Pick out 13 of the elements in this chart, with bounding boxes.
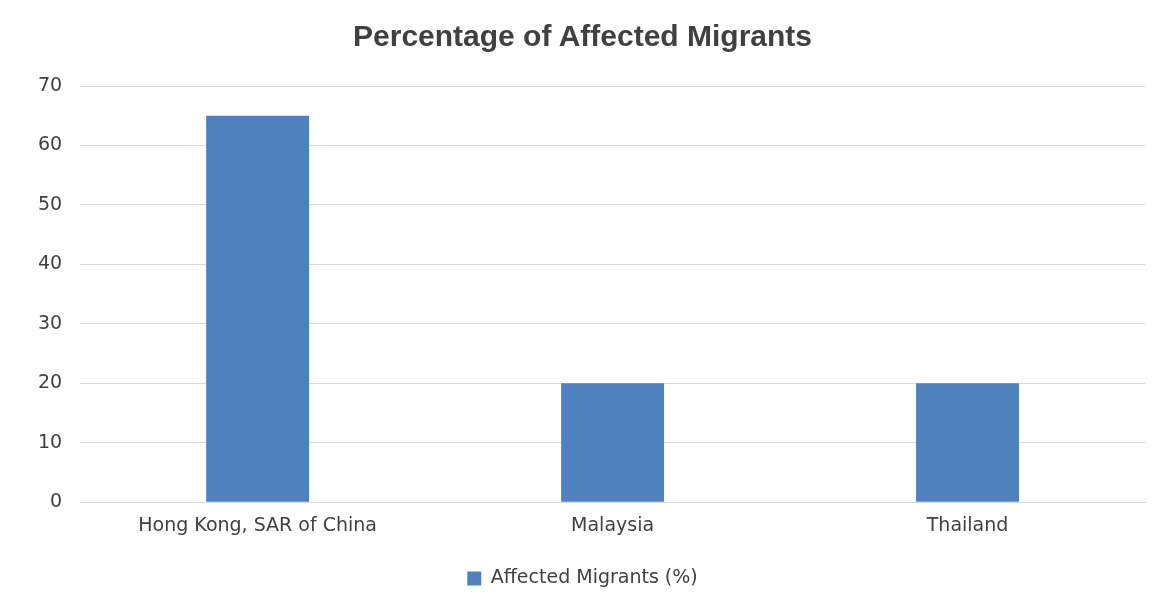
y-tick-label: 70 [37,72,63,95]
y-tick-label: 20 [37,370,63,393]
y-tick-label: 10 [37,429,63,452]
y-tick-label: 60 [37,132,63,155]
x-tick-label: Hong Kong, SAR of China [138,512,377,535]
legend-label: Affected Migrants (%) [490,565,698,588]
y-tick-label: 50 [37,191,63,214]
x-tick-label: Malaysia [571,512,655,535]
x-tick-label: Thailand [925,512,1009,535]
chart-title: Percentage of Affected Migrants [353,19,812,53]
y-tick-label: 40 [37,251,63,274]
y-tick-label: 0 [50,489,63,512]
y-tick-label: 30 [37,310,63,333]
